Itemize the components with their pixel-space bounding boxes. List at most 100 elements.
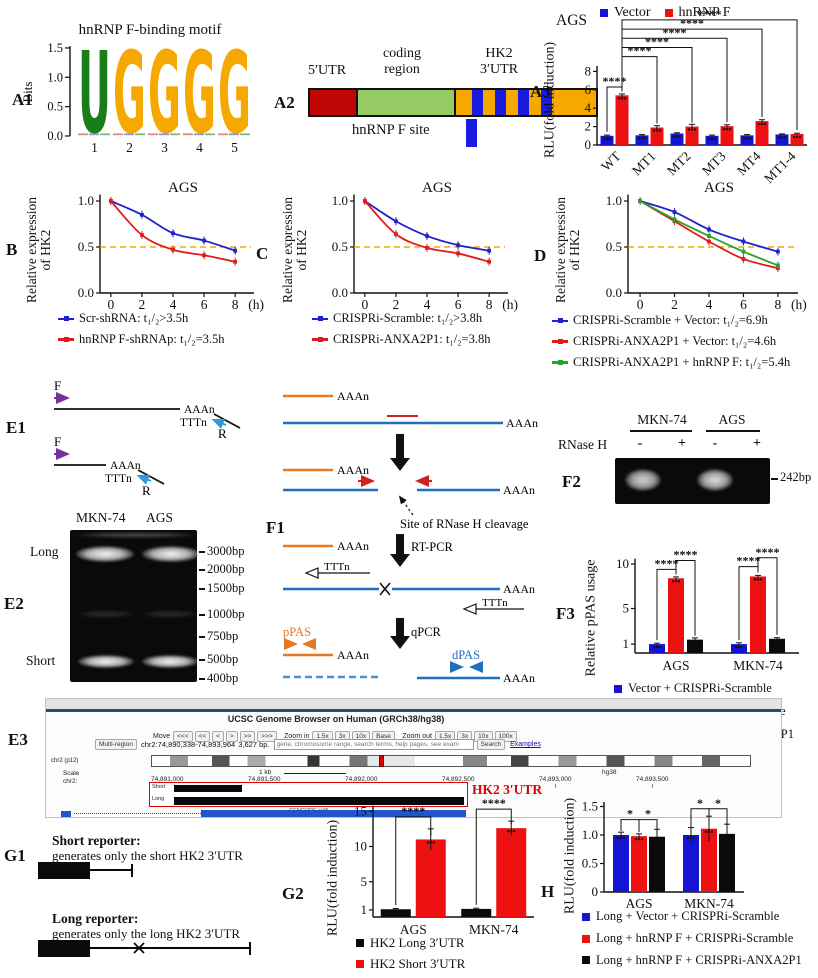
sig-label: **** bbox=[401, 804, 425, 818]
data-dot bbox=[734, 645, 738, 649]
long-reporter-desc: generates only the long HK2 3′UTR bbox=[52, 926, 241, 941]
r-primer-arrow bbox=[136, 474, 152, 485]
x-tick-label: 8 bbox=[775, 297, 782, 312]
chart-title: AGS bbox=[704, 180, 734, 196]
primer-schematic: F AAAn TTTn R F AAAn TTTn R bbox=[54, 378, 241, 498]
move-button[interactable]: < bbox=[212, 731, 224, 742]
legend-line-marker bbox=[552, 339, 568, 344]
data-dot bbox=[637, 137, 641, 140]
polya-label: AAAn bbox=[337, 539, 369, 553]
chart-b-ylabel: Relative expression of HK2 bbox=[23, 196, 53, 304]
logo-x-label: 5 bbox=[231, 140, 238, 155]
bar bbox=[613, 835, 629, 892]
legend-item: CRISPRi-ANXA2P1: t₁/₂=3.8h bbox=[312, 331, 491, 347]
rtpcr-label: RT-PCR bbox=[411, 540, 454, 554]
gel-short-label: Short bbox=[26, 653, 56, 668]
short-reporter-box bbox=[38, 862, 90, 879]
coding-region-box bbox=[356, 88, 456, 117]
chromosome-ideogram[interactable] bbox=[151, 755, 751, 767]
gel-band-short bbox=[78, 655, 134, 668]
logo-noise bbox=[229, 133, 239, 136]
rnaseh-label: RNase H bbox=[558, 437, 608, 452]
mutation-x-mark bbox=[133, 942, 145, 954]
sequence-logo: 0.00.51.01.5 U1 G2 G3 G4 G5 bbox=[47, 40, 251, 159]
polya-label: AAAn bbox=[503, 483, 535, 497]
data-dot bbox=[674, 580, 678, 583]
logo-noise bbox=[205, 133, 215, 136]
rnaseh-lane-sign: + bbox=[753, 436, 761, 451]
data-dot bbox=[671, 580, 675, 583]
f2-group-label: AGS bbox=[718, 412, 746, 427]
y-tick-label: 1 bbox=[623, 636, 630, 651]
short-reporter-end bbox=[131, 864, 133, 877]
data-point bbox=[707, 227, 711, 232]
sig-bracket bbox=[475, 808, 512, 905]
data-dot bbox=[605, 137, 609, 140]
move-button[interactable]: >>> bbox=[257, 731, 277, 742]
utr5-label: 5′UTR bbox=[307, 63, 347, 78]
legend-item: HK2 Long 3′UTR bbox=[356, 935, 465, 950]
data-point bbox=[638, 199, 642, 203]
data-dot bbox=[780, 136, 784, 139]
data-dot bbox=[689, 836, 693, 840]
legend-line-marker bbox=[58, 337, 74, 342]
legend-item: CRISPRi-ANXA2P1 + hnRNP F: t₁/₂=5.4h bbox=[552, 355, 790, 370]
chart-h-ylabel: RLU(fold induction) bbox=[562, 797, 578, 915]
data-point bbox=[672, 210, 677, 214]
panel-label-g2: G2 bbox=[282, 884, 304, 903]
examples-link[interactable]: Examples bbox=[510, 741, 541, 748]
move-button[interactable]: <<< bbox=[173, 731, 193, 742]
legend-label: CRISPRi-Scramble + Vector: t₁/₂=6.9h bbox=[573, 313, 768, 327]
move-button[interactable]: >> bbox=[239, 731, 256, 742]
y-tick-label: 1.0 bbox=[606, 193, 622, 208]
panel-label-e1: E1 bbox=[6, 418, 26, 437]
legend-item: CRISPRi-Scramble + Vector: t₁/₂=6.9h bbox=[552, 313, 790, 328]
chart-c: 0.0 0.5 1.0 0 2 4 6 8 (h) AGS bbox=[332, 180, 518, 312]
search-input[interactable] bbox=[273, 739, 474, 750]
search-button[interactable]: Search bbox=[476, 739, 506, 750]
zoom-out-button[interactable]: 100x bbox=[494, 731, 517, 742]
legend-label: Vector + CRISPRi-Scramble bbox=[628, 681, 772, 695]
logo-noise bbox=[135, 133, 145, 136]
sig-label: * bbox=[715, 796, 721, 810]
bar bbox=[750, 576, 766, 653]
move-button[interactable]: > bbox=[225, 731, 238, 742]
logo-noise bbox=[113, 133, 123, 136]
size-marker-label: 3000bp bbox=[207, 544, 245, 558]
data-dot bbox=[704, 830, 708, 833]
data-point bbox=[707, 234, 711, 238]
logo-tick-label: 1.0 bbox=[47, 70, 63, 84]
y-tick-label: 0.0 bbox=[332, 285, 348, 300]
category-label: AGS bbox=[625, 896, 652, 910]
position-marker bbox=[379, 755, 385, 767]
data-point bbox=[108, 199, 113, 203]
data-dot bbox=[795, 135, 799, 139]
position-text: chr2:74,890,338-74,893,964 bbox=[140, 740, 236, 749]
size-marker-label: 1500bp bbox=[207, 581, 245, 595]
coordinate-tick bbox=[652, 784, 653, 788]
data-point bbox=[425, 234, 429, 238]
bar bbox=[775, 134, 789, 145]
bar bbox=[731, 644, 747, 653]
legend-label: hnRNP F bbox=[678, 5, 731, 20]
multi-region-button[interactable]: Multi-region bbox=[95, 739, 137, 750]
long-reporter-box bbox=[38, 940, 90, 957]
polya-label: AAAn bbox=[506, 416, 538, 430]
legend-label: Long + hnRNP F + CRISPRi-ANXA2P1 bbox=[596, 952, 802, 967]
long-track-label: Long bbox=[152, 796, 165, 802]
panel-label-f3: F3 bbox=[556, 604, 575, 623]
legend-label: CRISPRi-ANXA2P1: t₁/₂=3.8h bbox=[333, 331, 491, 346]
data-dot bbox=[728, 127, 732, 131]
chart-d: 0.0 0.5 1.0 0 2 4 6 8 (h) AGS bbox=[606, 180, 807, 312]
f2-group-label: MKN-74 bbox=[637, 412, 687, 427]
gel-band-long bbox=[76, 546, 134, 562]
x-tick-label: 6 bbox=[455, 297, 462, 312]
x-tick-label: 0 bbox=[637, 297, 644, 312]
bar bbox=[769, 638, 785, 653]
long-reporter-end bbox=[249, 942, 251, 955]
x-tick-label: 2 bbox=[393, 297, 400, 312]
sig-label: **** bbox=[482, 796, 506, 810]
move-button[interactable]: << bbox=[194, 731, 211, 742]
